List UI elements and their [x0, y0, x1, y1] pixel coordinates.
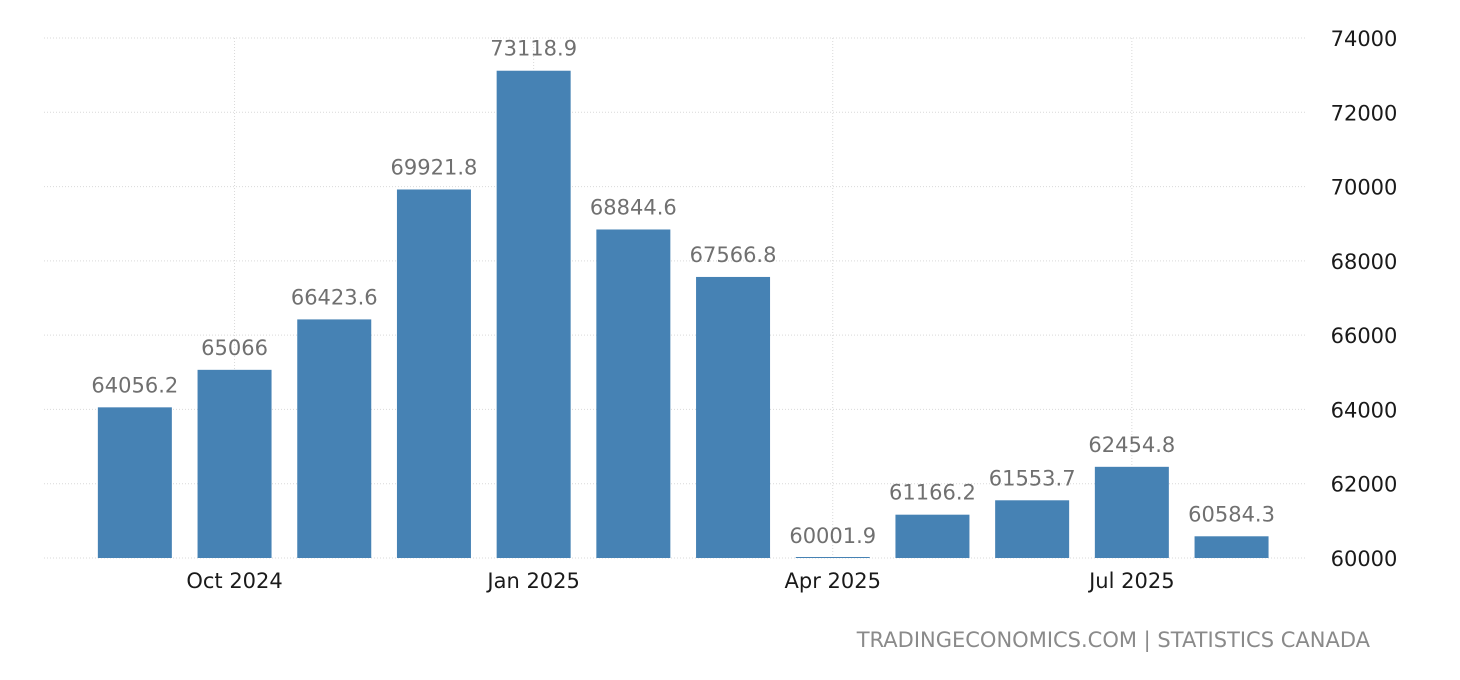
bar — [995, 500, 1070, 558]
y-tick-label: 66000 — [1331, 324, 1398, 348]
y-tick-label: 62000 — [1331, 473, 1398, 497]
x-axis: Oct 2024 Jan 2025 Apr 2025 Jul 2025 — [186, 569, 1174, 593]
y-tick-label: 64000 — [1331, 398, 1398, 422]
bar — [696, 276, 771, 558]
bar-value-label: 69921.8 — [391, 155, 478, 179]
bar — [596, 229, 671, 559]
bar — [1194, 536, 1269, 558]
x-tick-label: Apr 2025 — [785, 569, 881, 593]
y-tick-label: 70000 — [1331, 176, 1398, 200]
y-tick-label: 72000 — [1331, 101, 1398, 125]
bar-value-label: 66423.6 — [291, 285, 378, 309]
bar-value-label: 67566.8 — [690, 243, 777, 267]
bars — [97, 70, 1269, 559]
y-tick-label: 68000 — [1331, 250, 1398, 274]
bar-value-label: 65066 — [201, 336, 268, 360]
y-tick-label: 74000 — [1331, 27, 1398, 51]
bar-value-label: 62454.8 — [1088, 433, 1175, 457]
bar — [795, 557, 870, 558]
source-credits: TRADINGECONOMICS.COM | STATISTICS CANADA — [856, 628, 1370, 652]
bar-value-label: 61166.2 — [889, 481, 976, 505]
y-tick-label: 60000 — [1331, 547, 1398, 571]
bar-value-label: 60001.9 — [789, 524, 876, 548]
data-labels: 64056.2 65066 66423.6 69921.8 73118.9 68844.6… — [91, 37, 1275, 548]
x-tick-label: Oct 2024 — [186, 569, 282, 593]
bar-value-label: 68844.6 — [590, 195, 677, 219]
x-tick-label: Jul 2025 — [1087, 569, 1174, 593]
bar — [297, 319, 372, 558]
bar-value-label: 64056.2 — [91, 373, 178, 397]
bar — [895, 514, 970, 558]
bar — [1094, 466, 1169, 558]
bar-value-label: 60584.3 — [1188, 502, 1275, 526]
bar-value-label: 61553.7 — [989, 466, 1076, 490]
y-axis: 60000 62000 64000 66000 68000 70000 72000 74000 — [1331, 27, 1398, 571]
bar-value-label: 73118.9 — [490, 37, 577, 61]
bar — [496, 70, 571, 559]
x-tick-label: Jan 2025 — [485, 569, 580, 593]
bar — [396, 189, 471, 558]
bar — [97, 407, 172, 558]
bar — [197, 369, 272, 558]
